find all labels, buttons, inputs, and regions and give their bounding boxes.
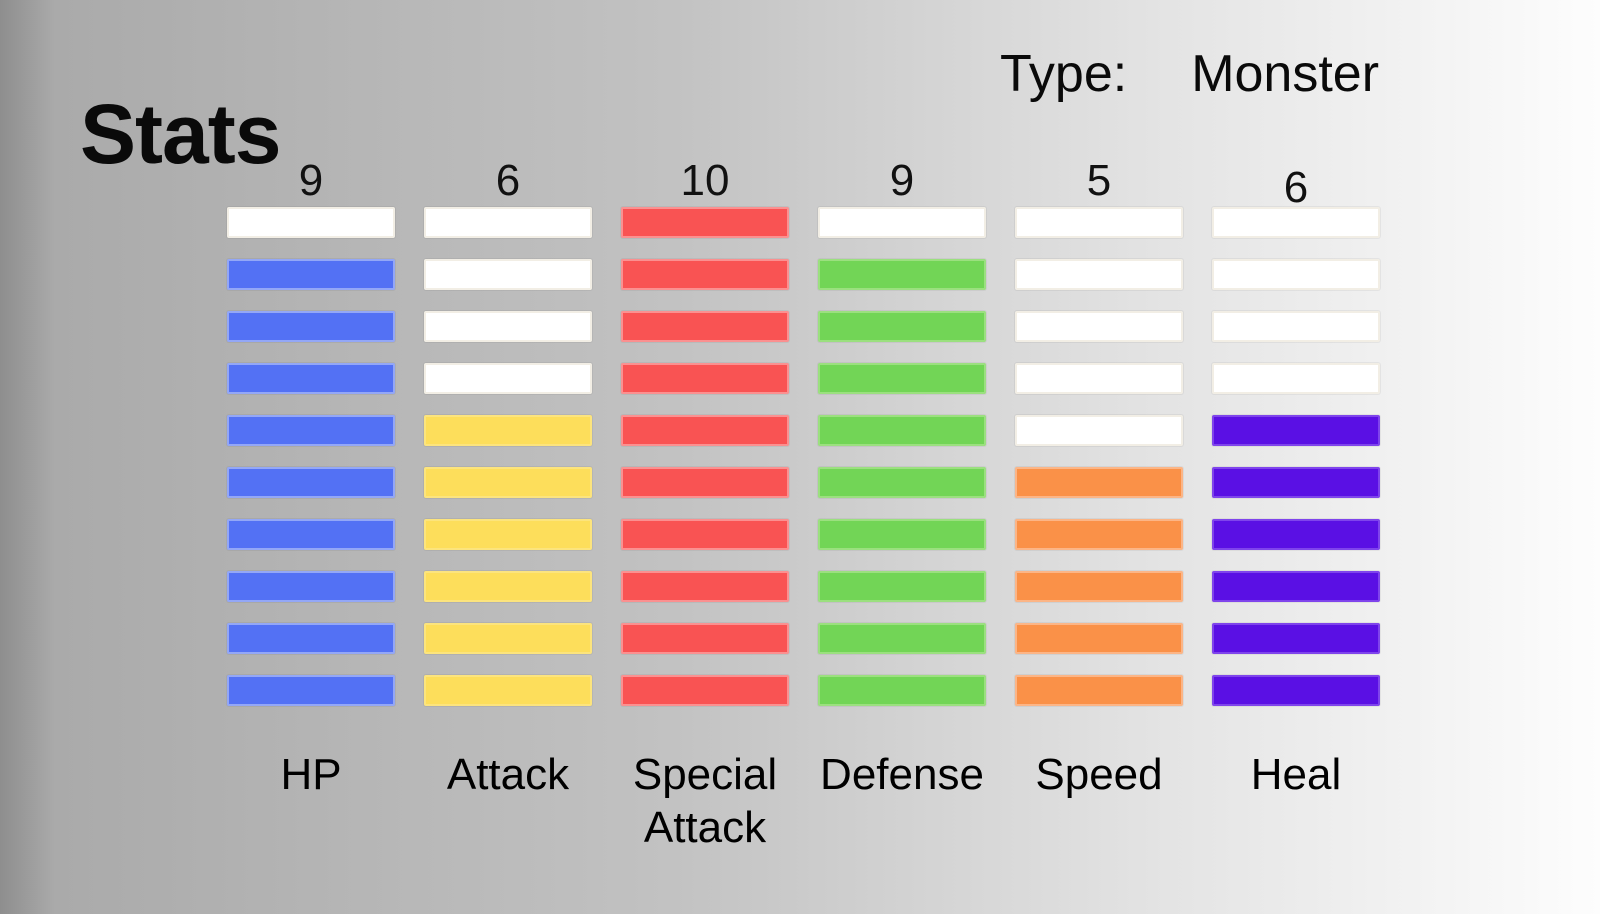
stat-cell-special-attack-2 [621, 623, 789, 654]
stat-cell-attack-6 [424, 415, 592, 446]
stat-label-speed: Speed [1035, 750, 1163, 799]
stat-label-defense: Defense [820, 750, 984, 799]
stat-cell-speed-9 [1015, 259, 1183, 290]
stat-cell-defense-8 [818, 311, 986, 342]
stat-cell-defense-1 [818, 675, 986, 706]
stat-cell-hp-9 [227, 259, 395, 290]
stat-cell-heal-5 [1212, 467, 1380, 498]
stat-cell-attack-2 [424, 623, 592, 654]
stat-cell-special-attack-5 [621, 467, 789, 498]
stat-cell-attack-10 [424, 207, 592, 238]
stat-cell-attack-4 [424, 519, 592, 550]
stat-cell-speed-3 [1015, 571, 1183, 602]
stat-value-speed: 5 [1086, 156, 1112, 205]
stat-cell-hp-4 [227, 519, 395, 550]
stat-label-attack: Attack [446, 750, 570, 799]
page-title: Stats [80, 87, 281, 182]
stat-value-hp: 9 [298, 156, 324, 205]
stat-cell-speed-6 [1015, 415, 1183, 446]
stat-cell-attack-1 [424, 675, 592, 706]
stat-cell-speed-10 [1015, 207, 1183, 238]
type-value: Monster [1191, 45, 1380, 103]
stat-cell-defense-10 [818, 207, 986, 238]
stat-cell-hp-5 [227, 467, 395, 498]
stat-cell-special-attack-9 [621, 259, 789, 290]
stat-cell-special-attack-1 [621, 675, 789, 706]
stat-cell-hp-7 [227, 363, 395, 394]
stat-cell-defense-3 [818, 571, 986, 602]
stat-column-heal: 6 Heal [1212, 155, 1380, 854]
stat-column-attack: 6 Attack [424, 155, 592, 854]
stat-cell-hp-1 [227, 675, 395, 706]
stat-column-special-attack: 10 Special Attack [621, 155, 789, 854]
stat-cell-speed-4 [1015, 519, 1183, 550]
stat-cell-speed-1 [1015, 675, 1183, 706]
stat-value-special-attack: 10 [680, 156, 730, 205]
stat-cell-special-attack-7 [621, 363, 789, 394]
stat-cell-defense-2 [818, 623, 986, 654]
stat-value-defense: 9 [889, 156, 915, 205]
stat-cell-defense-6 [818, 415, 986, 446]
stat-cell-defense-4 [818, 519, 986, 550]
stat-cell-heal-4 [1212, 519, 1380, 550]
stat-column-hp: 9 HP [227, 155, 395, 854]
stat-cells-special-attack [621, 207, 789, 706]
stat-cell-speed-7 [1015, 363, 1183, 394]
stat-cell-hp-2 [227, 623, 395, 654]
stat-cell-heal-6 [1212, 415, 1380, 446]
type-label: Type: [1000, 45, 1128, 103]
stat-cells-speed [1015, 207, 1183, 706]
stat-cells-hp [227, 207, 395, 706]
stat-cell-speed-2 [1015, 623, 1183, 654]
stat-cell-attack-9 [424, 259, 592, 290]
stat-cell-attack-5 [424, 467, 592, 498]
stat-cells-attack [424, 207, 592, 706]
type-row: Type: Monster [1000, 44, 1379, 104]
stat-cell-hp-10 [227, 207, 395, 238]
stat-cell-heal-9 [1212, 259, 1380, 290]
stat-cell-special-attack-4 [621, 519, 789, 550]
stat-label-hp: HP [280, 750, 342, 799]
stat-value-heal: 6 [1283, 163, 1309, 212]
stat-cell-special-attack-10 [621, 207, 789, 238]
stat-cell-attack-7 [424, 363, 592, 394]
stat-column-speed: 5 Speed [1015, 155, 1183, 854]
stat-cell-hp-6 [227, 415, 395, 446]
stat-cell-speed-5 [1015, 467, 1183, 498]
stat-cell-defense-5 [818, 467, 986, 498]
stat-cells-heal [1212, 207, 1380, 706]
stats-grid: 9 HP 6 Attack 10 Special Attack 9 Defense 5 Speed… [227, 155, 1380, 854]
stat-cell-special-attack-6 [621, 415, 789, 446]
stat-cell-heal-7 [1212, 363, 1380, 394]
stat-cell-heal-1 [1212, 675, 1380, 706]
stat-cell-speed-8 [1015, 311, 1183, 342]
stat-cell-heal-2 [1212, 623, 1380, 654]
stat-cell-heal-3 [1212, 571, 1380, 602]
stat-value-attack: 6 [495, 156, 521, 205]
stat-cell-hp-3 [227, 571, 395, 602]
stat-cell-attack-3 [424, 571, 592, 602]
stat-cell-hp-8 [227, 311, 395, 342]
stat-cells-defense [818, 207, 986, 706]
stat-label-special-attack: Special Attack [632, 750, 778, 852]
stat-cell-heal-10 [1212, 207, 1380, 238]
stat-cell-heal-8 [1212, 311, 1380, 342]
stat-cell-defense-9 [818, 259, 986, 290]
stat-cell-defense-7 [818, 363, 986, 394]
stat-label-heal: Heal [1250, 750, 1342, 799]
stat-cell-attack-8 [424, 311, 592, 342]
stat-cell-special-attack-3 [621, 571, 789, 602]
stat-column-defense: 9 Defense [818, 155, 986, 854]
stat-cell-special-attack-8 [621, 311, 789, 342]
